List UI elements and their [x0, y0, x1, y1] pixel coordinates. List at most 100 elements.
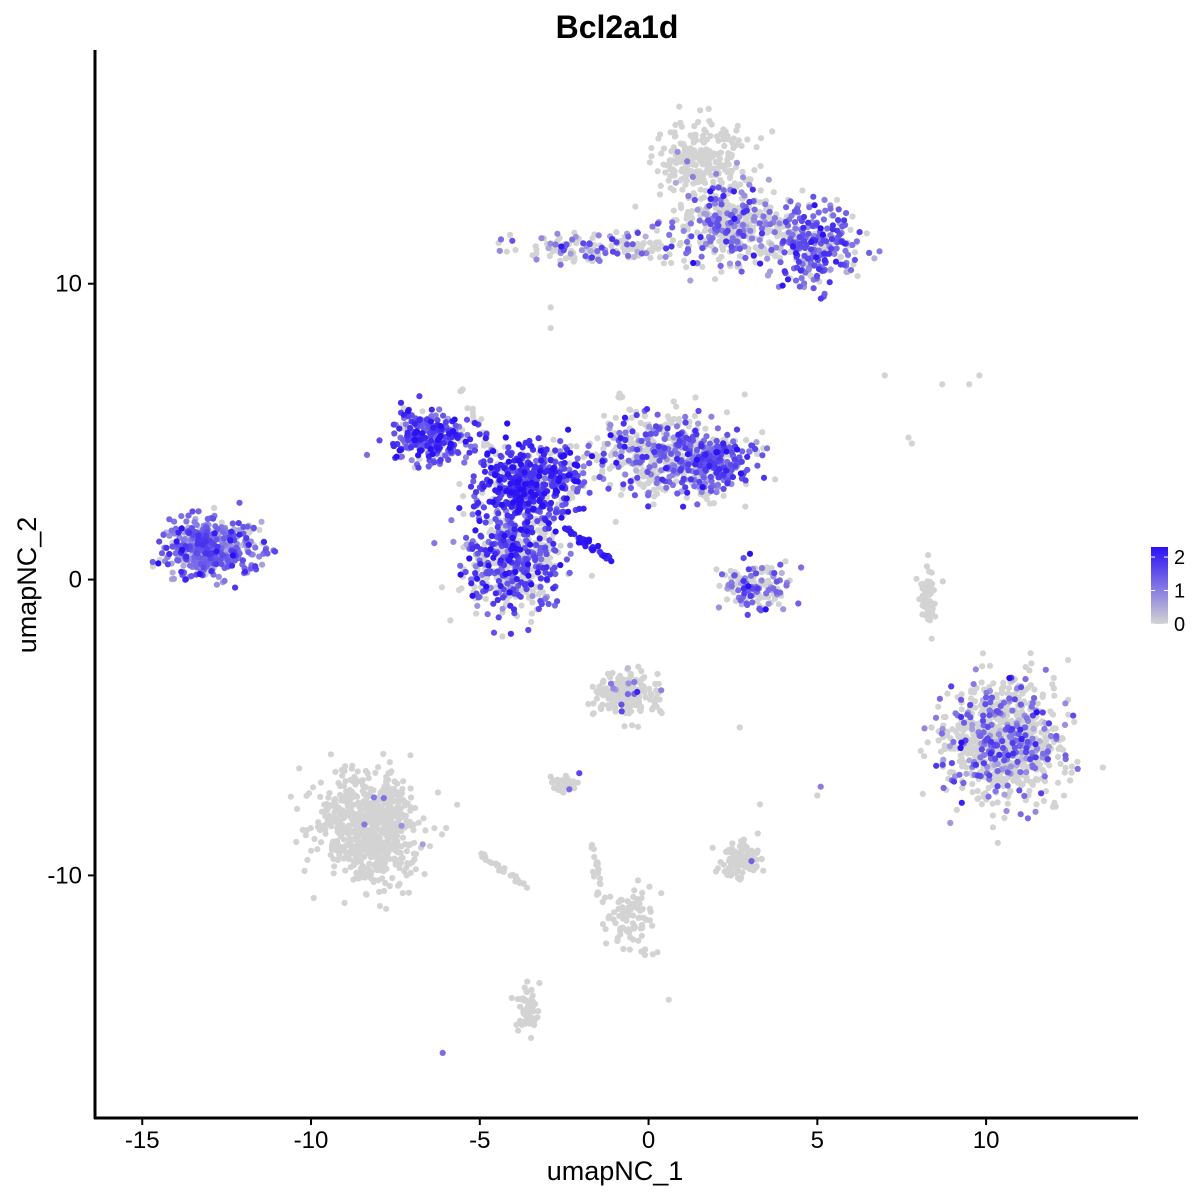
cell-point [436, 406, 443, 413]
cell-point [385, 770, 392, 777]
cell-point [550, 436, 557, 443]
cell-point [596, 474, 603, 481]
cell-point [694, 229, 701, 236]
cell-point [778, 569, 785, 577]
cell-point [1062, 752, 1069, 759]
chart-title: Bcl2a1d [556, 9, 679, 45]
cell-point [494, 862, 501, 869]
cell-point [382, 879, 389, 887]
cell-point [759, 452, 766, 459]
cell-point [1059, 735, 1066, 742]
cell-point [969, 789, 976, 796]
cell-point [963, 770, 970, 777]
cell-point [497, 236, 505, 243]
cell-point [994, 768, 1001, 775]
cell-point [307, 825, 314, 832]
cell-point [204, 515, 211, 523]
cell-point [599, 898, 606, 906]
cell-point [1070, 712, 1077, 719]
cell-point [650, 501, 657, 508]
cell-point [546, 537, 553, 544]
cell-point [547, 773, 554, 780]
cell-point [695, 118, 702, 126]
cell-point [394, 780, 401, 787]
cell-point [178, 513, 185, 520]
cell-point [299, 826, 306, 834]
cell-point [1028, 749, 1035, 756]
cell-point [921, 594, 928, 601]
cell-point [717, 262, 724, 269]
cell-point [633, 467, 640, 474]
cell-point [562, 255, 570, 262]
cell-point [425, 463, 432, 470]
cell-point [589, 868, 597, 875]
cell-point [673, 403, 680, 410]
cell-point [731, 572, 738, 579]
cell-point [715, 256, 723, 263]
cell-point [723, 849, 730, 856]
cell-point [768, 241, 775, 248]
cell-point [738, 268, 745, 275]
cell-point [928, 569, 935, 576]
cell-point [170, 575, 178, 582]
cell-point [618, 448, 625, 455]
cell-point [612, 518, 619, 526]
cell-point [563, 556, 571, 563]
cell-point [707, 238, 714, 245]
cell-point [528, 996, 535, 1003]
cell-point [245, 549, 252, 556]
cell-point [524, 978, 531, 985]
cell-point [529, 599, 536, 606]
cell-point [589, 683, 596, 690]
cell-point [756, 199, 764, 206]
cell-point [751, 206, 758, 213]
cell-point [815, 247, 823, 254]
cell-point [625, 680, 632, 687]
cell-point [452, 422, 459, 429]
cell-point [304, 856, 311, 864]
cell-point [589, 711, 597, 718]
cell-point [995, 731, 1002, 738]
cell-point [621, 723, 628, 730]
cell-point [504, 580, 511, 587]
cell-point [601, 412, 608, 419]
cell-point [737, 597, 744, 604]
cell-point [547, 450, 554, 457]
cell-point [637, 907, 644, 914]
cell-point [677, 239, 684, 247]
cell-point [333, 837, 341, 845]
cell-point [772, 476, 779, 483]
cell-point [740, 174, 747, 181]
cell-point [327, 751, 334, 758]
cell-point [613, 229, 620, 236]
cell-point [693, 446, 701, 454]
cell-point [674, 148, 681, 155]
cell-point [863, 230, 870, 237]
cell-point [631, 492, 639, 499]
cell-point [746, 448, 753, 455]
cell-point [715, 137, 722, 144]
cell-point [149, 558, 156, 566]
cell-point [759, 429, 766, 436]
cell-point [728, 449, 735, 456]
cell-point [629, 920, 637, 927]
cell-point [737, 181, 744, 188]
cell-point [691, 412, 699, 420]
cell-point [702, 425, 709, 432]
cell-point [971, 753, 979, 760]
cell-point [328, 823, 335, 830]
cell-point [350, 862, 357, 869]
cell-point [567, 550, 574, 557]
cell-point [350, 836, 357, 843]
cell-point [663, 484, 670, 491]
cell-point [442, 452, 449, 459]
cell-point [1049, 803, 1057, 811]
cell-point [654, 490, 661, 497]
cell-point [701, 126, 708, 133]
cell-point [391, 430, 398, 437]
cell-point [1010, 777, 1017, 784]
cell-point [623, 917, 630, 924]
cell-point [702, 187, 709, 194]
cell-point [513, 1021, 520, 1028]
cell-point [332, 818, 339, 826]
